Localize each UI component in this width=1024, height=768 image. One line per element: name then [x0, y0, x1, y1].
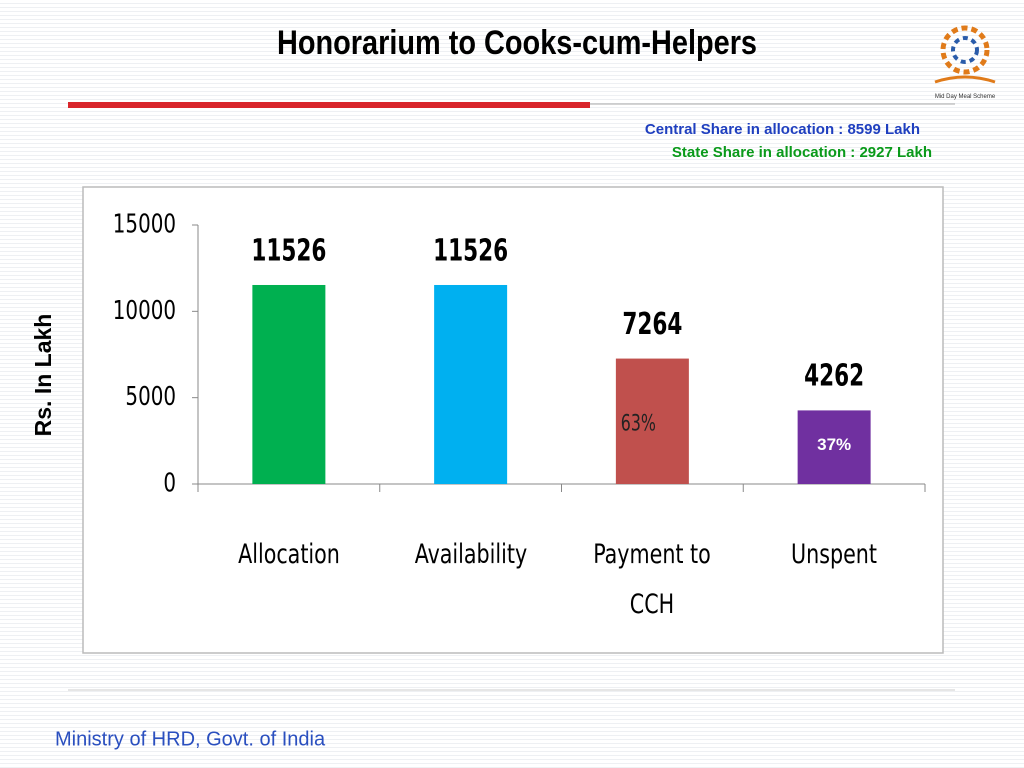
value-label: 11526: [251, 234, 326, 268]
logo: Mid Day Meal Scheme: [934, 25, 996, 100]
value-label: 11526: [433, 234, 508, 268]
annotation: State Share in allocation : 2927 Lakh: [672, 144, 932, 161]
y-tick-label: 10000: [113, 295, 176, 325]
x-tick-label: Allocation: [237, 539, 340, 570]
chart-title: Honorarium to Cooks-cum-Helpers: [277, 23, 757, 62]
share-label: 63%: [621, 411, 656, 436]
x-tick-label: Availability: [414, 539, 527, 570]
footer: Ministry of HRD, Govt. of India: [55, 728, 326, 750]
logo-text: Mid Day Meal Scheme: [935, 94, 996, 100]
value-label: 7264: [622, 307, 682, 341]
share-label: 37%: [817, 435, 851, 454]
annotation: Central Share in allocation : 8599 Lakh: [645, 121, 920, 138]
y-tick-label: 5000: [125, 382, 176, 412]
y-tick-label: 15000: [113, 209, 176, 239]
value-label: 4262: [804, 359, 864, 393]
bar: [615, 358, 689, 484]
x-tick-label: Unspent: [791, 539, 878, 570]
y-axis-label: Rs. In Lakh: [30, 314, 56, 437]
y-tick-label: 0: [163, 468, 176, 498]
bar: [434, 284, 508, 484]
bar: [252, 284, 326, 484]
title-rule: [68, 102, 590, 108]
bar: [797, 410, 871, 484]
x-tick-label: Payment to CCH: [593, 539, 712, 620]
